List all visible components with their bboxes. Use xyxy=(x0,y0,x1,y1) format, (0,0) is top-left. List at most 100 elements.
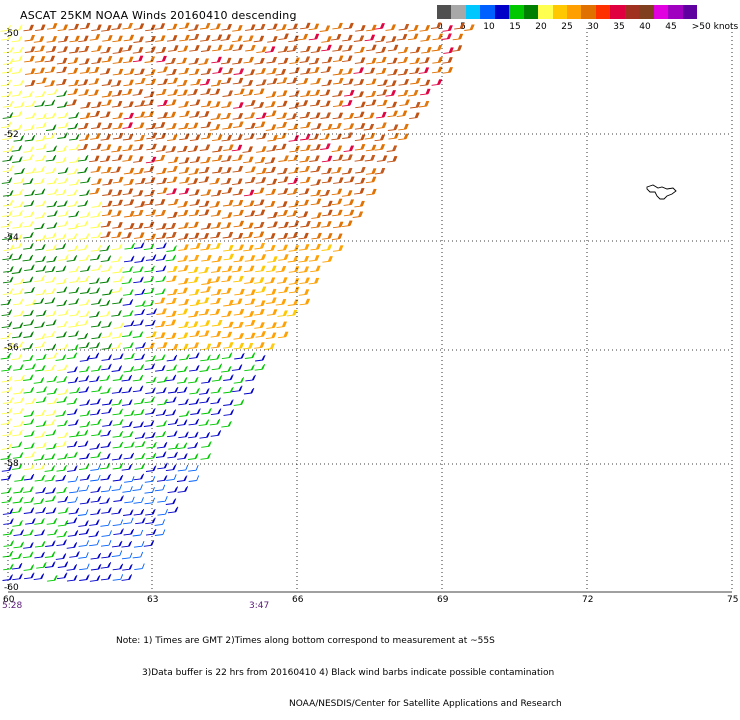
wind-barb xyxy=(45,276,56,284)
note-line-3: NOAA/NESDIS/Center for Satellite Applica… xyxy=(289,699,562,709)
wind-barb xyxy=(221,23,232,31)
wind-barb xyxy=(231,144,243,152)
wind-barb xyxy=(89,277,100,285)
wind-barb xyxy=(100,473,111,481)
wind-barb xyxy=(287,255,299,263)
wind-barb xyxy=(13,278,24,285)
wind-barb xyxy=(331,133,342,141)
wind-barb xyxy=(234,288,245,296)
wind-barb xyxy=(300,121,311,129)
wind-barb xyxy=(47,528,58,536)
wind-barb xyxy=(319,25,331,32)
wind-barb xyxy=(431,66,443,74)
wind-barb xyxy=(276,112,288,120)
wind-barb xyxy=(56,321,68,328)
wind-barb xyxy=(35,134,47,142)
wind-barb xyxy=(34,56,46,63)
wind-barb xyxy=(122,421,133,428)
wind-barb xyxy=(189,387,200,395)
wind-barb xyxy=(419,57,430,64)
wind-barb xyxy=(245,100,256,107)
wind-barb xyxy=(100,520,111,527)
wind-barb xyxy=(198,419,210,427)
wind-barb xyxy=(157,509,168,516)
wind-barb xyxy=(320,143,331,150)
wind-barb xyxy=(124,441,135,449)
wind-map: 60 63 66 69 72 75 -50 -52 -54 -56 -58 -6… xyxy=(0,22,738,605)
wind-barb xyxy=(210,210,222,217)
wind-barb xyxy=(265,188,277,196)
wind-barb xyxy=(375,67,387,75)
wind-barb xyxy=(209,124,221,131)
wind-barb xyxy=(121,464,133,471)
wind-barb xyxy=(310,265,321,273)
wind-barb xyxy=(2,233,13,241)
wind-barb xyxy=(11,90,23,97)
wind-barb xyxy=(297,100,309,107)
wind-barb xyxy=(187,442,199,449)
wind-barb xyxy=(157,112,168,119)
time-label-middle: 3:47 xyxy=(249,601,270,611)
wind-barb xyxy=(233,102,244,109)
wind-barb xyxy=(44,99,56,107)
wind-barb xyxy=(77,79,89,86)
wind-barb xyxy=(34,341,46,349)
wind-barb xyxy=(188,398,200,405)
wind-barb xyxy=(35,200,46,207)
wind-barb xyxy=(134,353,145,361)
wind-barb xyxy=(165,332,177,340)
wind-barb xyxy=(276,24,287,31)
wind-barb xyxy=(233,68,245,75)
wind-barb xyxy=(66,517,78,525)
wind-barb xyxy=(154,154,166,162)
wind-barb xyxy=(24,100,36,108)
wind-barb xyxy=(212,67,223,74)
wind-barb xyxy=(35,243,46,251)
wind-barb xyxy=(156,441,168,449)
wind-barb xyxy=(199,365,210,372)
wind-barb xyxy=(157,376,168,383)
wind-barb xyxy=(177,45,189,53)
wind-barb xyxy=(452,33,464,41)
wind-barb xyxy=(167,165,178,173)
wind-barb xyxy=(177,145,188,153)
wind-barb xyxy=(134,440,146,448)
wind-barb xyxy=(221,77,232,85)
wind-barb xyxy=(278,286,289,294)
wind-barb xyxy=(12,46,24,54)
wind-barb xyxy=(99,310,111,318)
wind-barb xyxy=(166,364,177,372)
wind-barb xyxy=(201,100,212,108)
wind-barb xyxy=(321,167,332,175)
wind-barb xyxy=(44,55,56,63)
wind-barb xyxy=(24,264,35,272)
wind-barb xyxy=(386,145,398,152)
wind-barb xyxy=(266,265,277,273)
wind-barb xyxy=(91,332,102,340)
wind-barb xyxy=(189,299,201,307)
wind-barb xyxy=(90,563,102,571)
wind-barb xyxy=(110,80,122,87)
wind-barb xyxy=(253,231,265,239)
wind-barb xyxy=(46,244,57,251)
wind-barb xyxy=(331,167,342,174)
wind-barb xyxy=(56,331,67,338)
wind-barb xyxy=(69,430,80,438)
wind-barb xyxy=(200,354,211,362)
wind-barb xyxy=(67,475,79,483)
wind-barb xyxy=(55,265,67,273)
wind-barb xyxy=(55,354,67,361)
wind-barb xyxy=(45,112,56,119)
scale-swatch xyxy=(682,5,698,19)
wind-barb xyxy=(154,519,166,526)
wind-barb xyxy=(58,309,69,316)
wind-barb xyxy=(99,276,111,284)
wind-barb xyxy=(102,178,113,186)
wind-barb xyxy=(44,551,56,558)
wind-barb xyxy=(288,35,299,43)
wind-barb xyxy=(69,179,80,186)
wind-barb xyxy=(78,275,90,283)
wind-barb xyxy=(299,298,311,306)
wind-barb xyxy=(143,287,155,295)
wind-barb xyxy=(68,507,80,515)
